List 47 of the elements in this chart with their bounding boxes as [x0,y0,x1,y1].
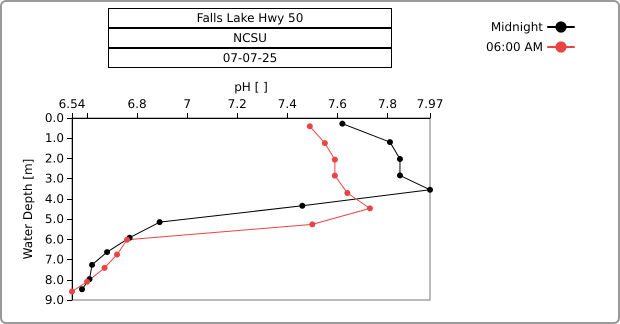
legend-label: Midnight [490,20,544,34]
point [396,172,403,178]
point [79,286,86,292]
point [306,123,313,130]
x-tick-label: 6.8 [128,97,147,111]
point [69,288,75,295]
y-tick-label: 3.0 [44,172,64,186]
x-tick-label: 7.8 [378,97,397,111]
point [339,120,346,127]
point [322,140,328,146]
x-axis-title: pH [ ] [234,80,268,94]
y-tick-label: 5.0 [44,212,64,226]
point [309,221,316,228]
y-tick-label: 1.0 [44,131,64,146]
y-tick-label: 2.0 [44,151,64,166]
y-tick-label: 9.0 [44,293,64,307]
chart-subtitle: NCSU [108,28,392,48]
point [114,252,120,258]
x-tick-label: 7 [183,97,191,111]
y-axis-title: Water Depth [m] [21,158,35,260]
point [124,236,130,243]
x-tick-label: 7.4 [278,97,297,111]
x-tick-label: 7.2 [228,97,247,111]
x-tick-label: 7.97 [416,97,444,111]
y-tick-label: 0.0 [44,111,64,125]
y-tick-label: 8.0 [44,272,64,287]
point [332,172,338,179]
point [299,202,306,209]
point [89,262,96,268]
y-tick-label: 7.0 [44,252,64,267]
chart-title: Falls Lake Hwy 50 [108,8,392,28]
point [344,190,350,196]
x-tick-label: 7.6 [328,97,347,111]
point [366,205,373,212]
x-tick-label: 6.54 [58,97,86,111]
point [427,186,433,193]
point [386,139,393,146]
legend-label: 06:00 AM [486,40,543,54]
point [84,278,90,285]
point [332,156,338,163]
y-tick-label: 4.0 [44,192,64,206]
y-tick-label: 6.0 [44,232,64,246]
point [104,249,110,256]
point [156,219,163,226]
point [396,156,403,162]
point [102,264,108,271]
text: 07-07-25 [108,48,392,68]
